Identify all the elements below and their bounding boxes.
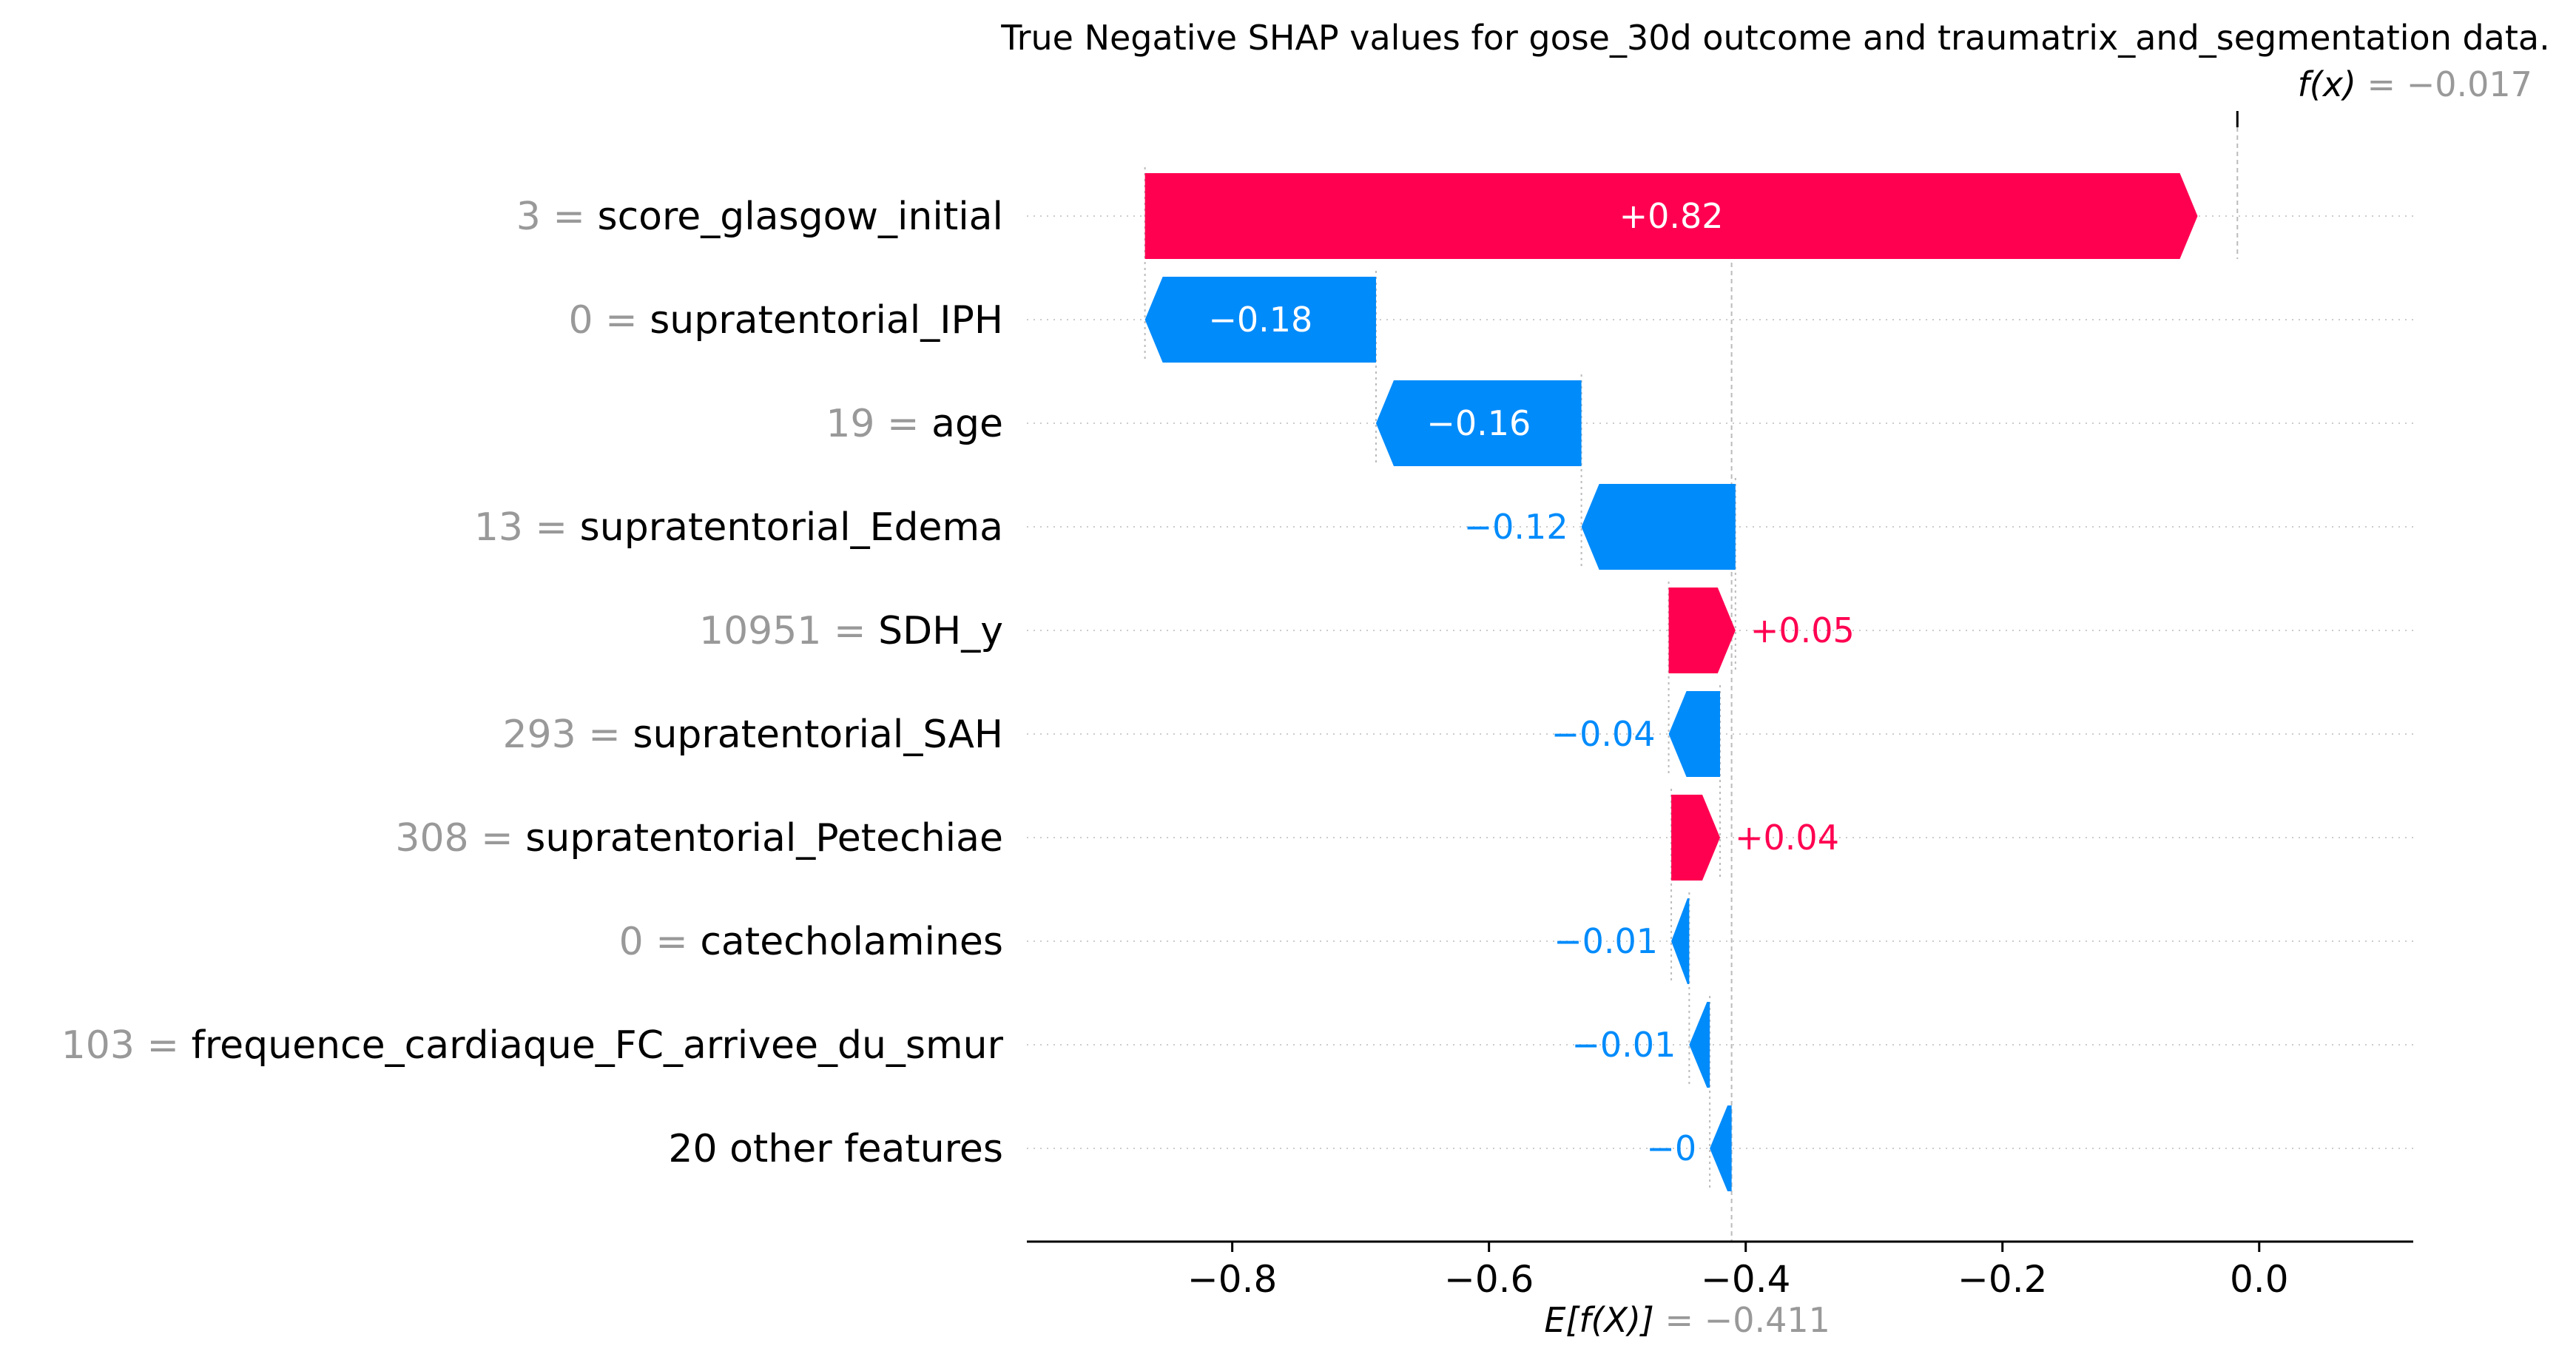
base-value-annotation: E[f(X)] = −0.411 <box>1544 1300 1830 1340</box>
bar-value-label: +0.05 <box>1750 610 1855 650</box>
bar-frequence_cardiaque_FC_arrivee_du_smur <box>1689 1002 1710 1088</box>
reference-lines <box>1144 111 2239 1242</box>
base-label: E[f(X)] <box>1544 1300 1654 1340</box>
bars-layer: +0.82 −0.18 −0.16 −0.12 +0.05 −0.04 +0.04 −0.01… <box>1144 173 2198 1191</box>
x-tick-label: 0.0 <box>2230 1258 2289 1301</box>
feature-name: supratentorial_SAH <box>633 713 1003 757</box>
feature-value: 10951 = <box>699 609 878 653</box>
x-tick-label: −0.8 <box>1187 1258 1277 1301</box>
base-value: −0.411 <box>1705 1300 1830 1340</box>
x-axis: −0.8 −0.6 −0.4 −0.2 0.0 <box>1027 1240 2413 1301</box>
feature-label: 0 = supratentorial_IPH <box>569 298 1004 343</box>
chart-title: True Negative SHAP values for gose_30d o… <box>1000 18 2549 58</box>
bar-SDH_y <box>1668 588 1736 673</box>
feature-value: 13 = <box>474 505 580 550</box>
bar-value-label: −0 <box>1646 1128 1696 1168</box>
feature-name: supratentorial_IPH <box>650 298 1003 343</box>
feature-label: 103 = frequence_cardiaque_FC_arrivee_du_… <box>61 1023 1004 1068</box>
bar-value-label: −0.01 <box>1554 921 1658 961</box>
feature-name: supratentorial_Petechiae <box>525 816 1003 861</box>
bar-supratentorial_Petechiae <box>1671 795 1720 881</box>
bar-score_glasgow_initial <box>1144 173 2198 259</box>
feature-value: 308 = <box>395 816 525 861</box>
base-annotation: E[f(X)] = −0.411 <box>1544 1300 1830 1340</box>
bar-supratentorial_SAH <box>1668 691 1720 777</box>
fx-annotation: f(x) = −0.017 <box>2298 64 2532 104</box>
output-label: f(x) <box>2298 64 2356 104</box>
feature-label: 293 = supratentorial_SAH <box>502 713 1003 757</box>
feature-label: 20 other features <box>668 1127 1003 1171</box>
bar-value-label: +0.04 <box>1735 818 1839 858</box>
feature-value: 3 = <box>516 195 598 239</box>
bar-value-label: +0.82 <box>1619 196 1724 236</box>
feature-name: score_glasgow_initial <box>598 195 1004 239</box>
bar-supratentorial_IPH <box>1144 277 1376 363</box>
feature-label: 13 = supratentorial_Edema <box>474 505 1003 550</box>
feature-label: 19 = age <box>826 402 1003 446</box>
x-tick-label: −0.4 <box>1701 1258 1790 1301</box>
bar-supratentorial_Edema <box>1581 484 1736 570</box>
bar-value-label: −0.18 <box>1208 300 1312 340</box>
output-value: −0.017 <box>2407 64 2532 104</box>
output-value-annotation: f(x) = −0.017 <box>2298 64 2532 104</box>
bar-value-label: −0.04 <box>1551 714 1656 754</box>
feature-label: 3 = score_glasgow_initial <box>516 195 1003 239</box>
bar-20 other features <box>1710 1105 1732 1191</box>
feature-name: 20 other features <box>668 1127 1003 1171</box>
feature-name: SDH_y <box>878 609 1003 653</box>
feature-value: 19 = <box>826 402 931 446</box>
feature-name: frequence_cardiaque_FC_arrivee_du_smur <box>192 1023 1004 1068</box>
bar-value-label: −0.01 <box>1571 1025 1676 1065</box>
feature-name: supratentorial_Edema <box>580 505 1003 550</box>
bar-value-label: −0.16 <box>1426 403 1531 443</box>
feature-label: 308 = supratentorial_Petechiae <box>395 816 1003 861</box>
bar-catecholamines <box>1671 898 1690 984</box>
feature-value: 0 = <box>619 920 701 964</box>
feature-label: 0 = catecholamines <box>619 920 1003 964</box>
bar-age <box>1375 380 1582 466</box>
feature-value: 0 = <box>569 298 650 343</box>
feature-labels-layer: 3 = score_glasgow_initial 0 = supratentor… <box>61 195 1004 1171</box>
bar-value-label: −0.12 <box>1464 507 1568 547</box>
feature-value: 293 = <box>502 713 633 757</box>
feature-value: 103 = <box>61 1023 192 1068</box>
feature-label: 10951 = SDH_y <box>699 609 1003 653</box>
feature-name: age <box>931 402 1003 446</box>
x-tick-label: −0.6 <box>1444 1258 1534 1301</box>
feature-name: catecholamines <box>700 920 1003 964</box>
x-tick-label: −0.2 <box>1958 1258 2047 1301</box>
